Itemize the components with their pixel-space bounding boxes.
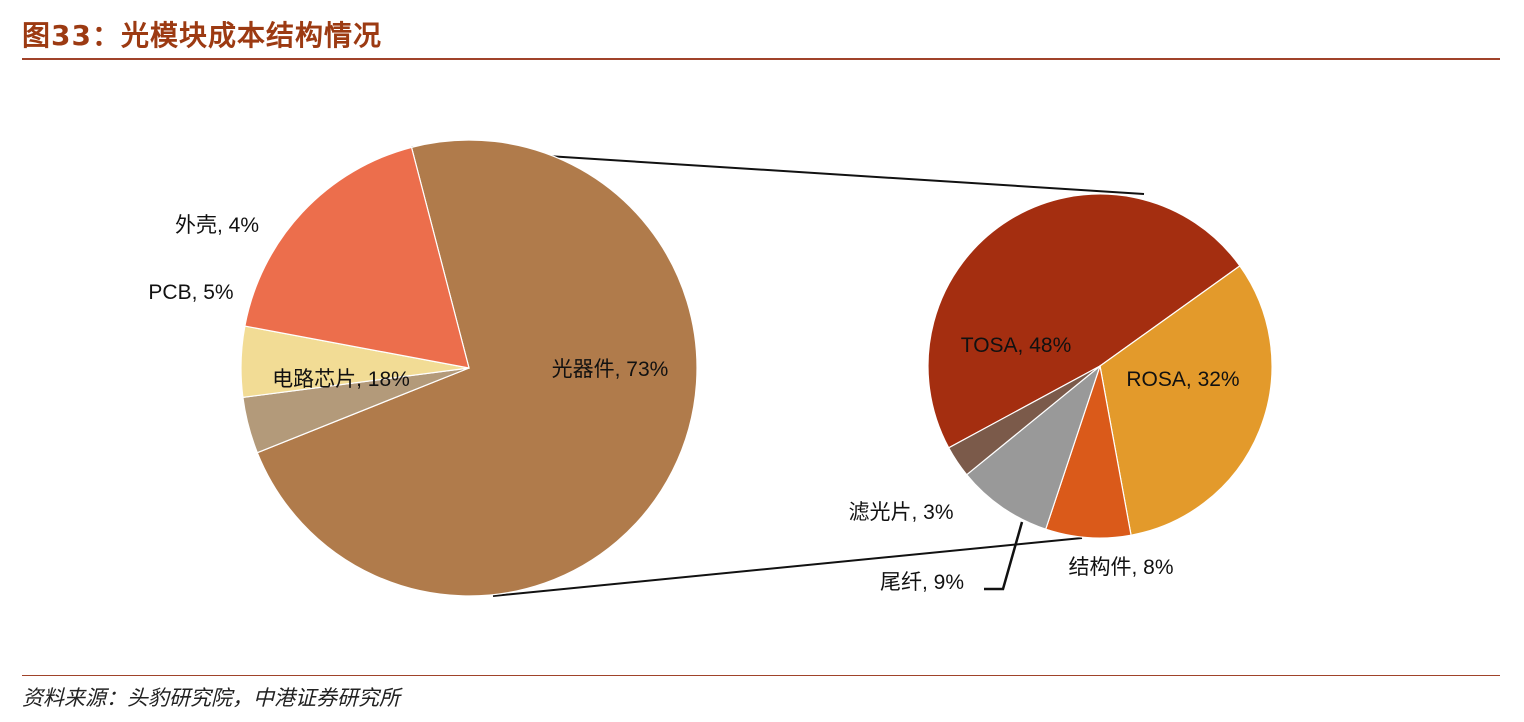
slice-label-pcb: PCB, 5% bbox=[148, 281, 233, 304]
slice-label-tosa: TOSA, 48% bbox=[961, 334, 1072, 357]
leader-line-pigtail bbox=[984, 521, 1024, 591]
slice-labels: 光器件, 73% 外壳, 4% PCB, 5% 电路芯片, 18% TOSA, 48% R… bbox=[148, 214, 1239, 594]
pie-slice-光器件 bbox=[256, 139, 698, 597]
title-divider bbox=[22, 58, 1500, 60]
slice-label-电路芯片: 电路芯片, 18% bbox=[272, 368, 410, 391]
slice-label-外壳: 外壳, 4% bbox=[175, 214, 259, 237]
chart-area: 光器件, 73% 外壳, 4% PCB, 5% 电路芯片, 18% TOSA, 48% R… bbox=[0, 60, 1524, 672]
sub-pie bbox=[927, 193, 1273, 539]
pie-slice-电路芯片 bbox=[244, 146, 470, 369]
footer-divider bbox=[22, 675, 1500, 676]
figure-header: 图33：光模块成本结构情况 bbox=[22, 14, 1500, 54]
pie-of-pie-chart: 光器件, 73% 外壳, 4% PCB, 5% 电路芯片, 18% TOSA, 48% R… bbox=[148, 139, 1273, 597]
connector-line-bottom bbox=[492, 537, 1083, 597]
pie-slice-rosa bbox=[1099, 265, 1273, 536]
slice-label-尾纤: 尾纤, 9% bbox=[880, 571, 964, 594]
slice-label-结构件: 结构件, 8% bbox=[1068, 556, 1173, 579]
pie-slice-tosa bbox=[927, 193, 1241, 449]
pie-slice-尾纤 bbox=[965, 364, 1102, 530]
slice-label-光器件: 光器件, 73% bbox=[552, 358, 669, 381]
figure-title: 图33：光模块成本结构情况 bbox=[22, 19, 382, 52]
slice-label-滤光片: 滤光片, 3% bbox=[848, 501, 953, 524]
main-pie bbox=[240, 139, 698, 597]
leader-lines bbox=[984, 521, 1024, 591]
pie-slice-滤光片 bbox=[947, 365, 1101, 476]
slice-label-rosa: ROSA, 32% bbox=[1126, 368, 1239, 391]
source-note: 资料来源：头豹研究院，中港证券研究所 bbox=[22, 686, 400, 710]
